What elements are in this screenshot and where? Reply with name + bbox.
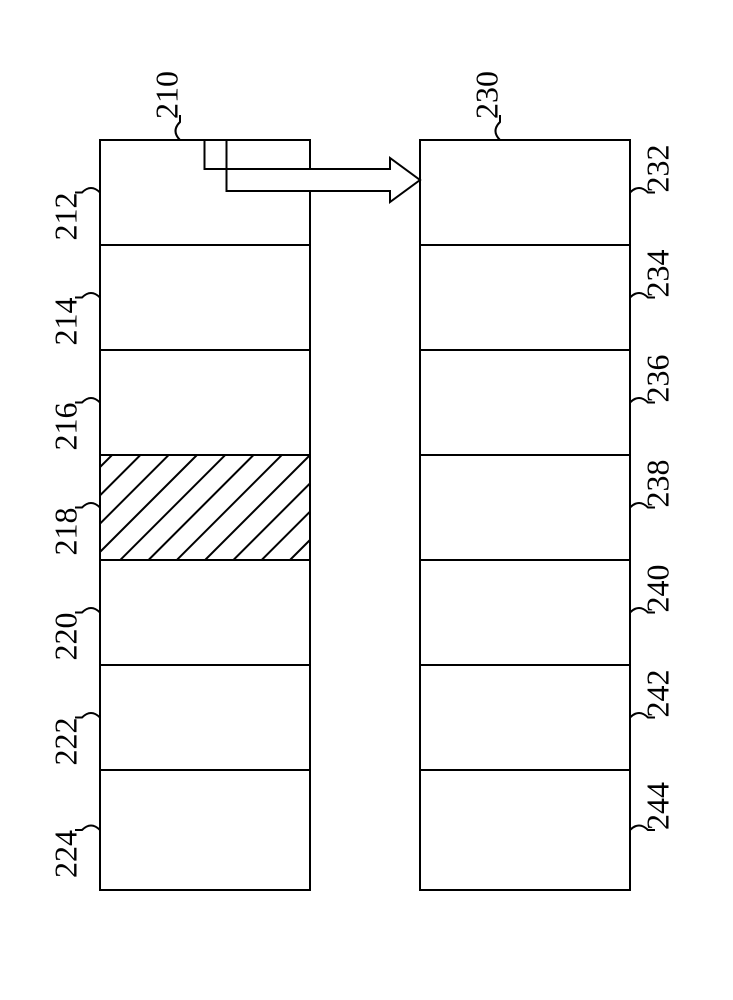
label-224: 224 — [47, 830, 83, 878]
label-222: 222 — [47, 718, 83, 766]
layer-236 — [420, 350, 630, 455]
layer-218 — [100, 455, 310, 560]
label-234: 234 — [639, 250, 675, 298]
layer-222 — [100, 665, 310, 770]
label-220: 220 — [47, 613, 83, 661]
stack-left: 212 214 216 218 220 222 224 210 — [47, 71, 310, 890]
label-242: 242 — [639, 670, 675, 718]
layer-216 — [100, 350, 310, 455]
label-212: 212 — [47, 193, 83, 241]
layer-240 — [420, 560, 630, 665]
layer-244 — [420, 770, 630, 890]
label-218: 218 — [47, 508, 83, 556]
layer-238 — [420, 455, 630, 560]
layer-220 — [100, 560, 310, 665]
layer-214 — [100, 245, 310, 350]
stack-label-left: 210 — [148, 71, 184, 119]
label-240: 240 — [639, 565, 675, 613]
label-236: 236 — [639, 355, 675, 403]
label-216: 216 — [47, 403, 83, 451]
layer-224 — [100, 770, 310, 890]
layer-232 — [420, 140, 630, 245]
label-244: 244 — [639, 782, 675, 830]
label-238: 238 — [639, 460, 675, 508]
label-214: 214 — [47, 298, 83, 346]
label-232: 232 — [639, 145, 675, 193]
layer-242 — [420, 665, 630, 770]
stack-label-right: 230 — [468, 71, 504, 119]
stack-right: 232 234 236 238 240 242 244 230 — [420, 71, 675, 890]
layer-234 — [420, 245, 630, 350]
